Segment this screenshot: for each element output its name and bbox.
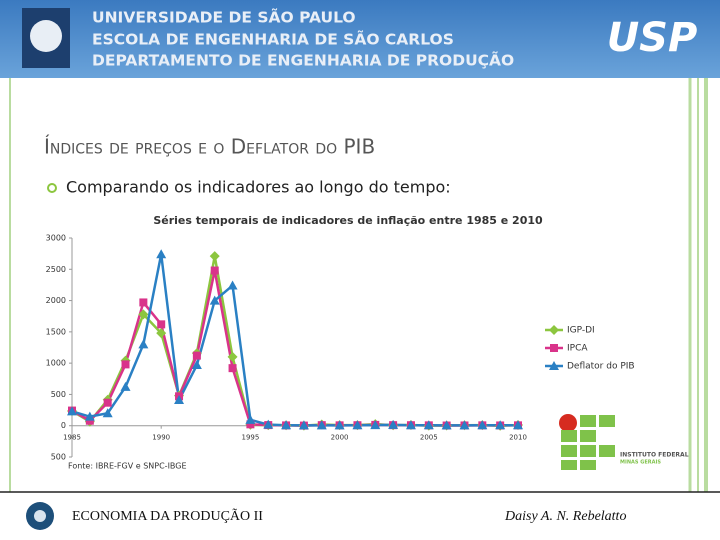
legend-marker (549, 361, 559, 370)
data-point (227, 351, 238, 362)
data-point (246, 420, 255, 429)
data-point (316, 420, 327, 430)
if-logo (559, 414, 615, 470)
data-point (84, 411, 95, 421)
data-point (85, 416, 94, 425)
header-band (0, 0, 720, 78)
data-point (495, 420, 506, 430)
y-tick-label: 500 (51, 390, 66, 399)
data-point (298, 420, 309, 430)
footer-logo (26, 502, 54, 530)
data-point (370, 420, 381, 430)
data-point (103, 398, 112, 407)
data-point (210, 266, 219, 275)
data-point (228, 364, 237, 373)
data-point (192, 351, 201, 360)
x-tick-label: 2005 (420, 434, 438, 442)
data-point (191, 360, 202, 370)
data-point (459, 420, 470, 430)
data-point (423, 420, 434, 430)
series-line (71, 255, 519, 428)
usp-logo: USP (607, 15, 698, 61)
data-point (405, 420, 416, 430)
y-tick-label: 500 (51, 453, 66, 462)
x-tick-label: 1985 (63, 434, 81, 442)
footer-author: Daisy A. N. Rebelatto (504, 509, 626, 524)
x-tick-label: 1990 (152, 434, 170, 442)
legend-label: IPCA (567, 344, 588, 354)
data-point (281, 420, 292, 430)
data-point (156, 249, 167, 259)
data-point (388, 419, 399, 429)
data-point (67, 406, 77, 416)
data-point (263, 419, 274, 429)
footer-course: ECONOMIA DA PRODUÇÃO II (72, 508, 263, 524)
y-tick-label: 1500 (46, 327, 66, 336)
chart-source: Fonte: IBRE-FGV e SNPC-IBGE (68, 462, 187, 471)
left-logo-emblem (30, 20, 62, 52)
data-point (139, 298, 148, 307)
data-point (477, 420, 488, 430)
slide-title: Índices de preços e o Deflator do PIB (44, 135, 375, 159)
data-point (352, 420, 363, 430)
bullet-text: Comparando os indicadores ao longo do te… (66, 178, 451, 197)
data-point (209, 251, 220, 262)
data-point (513, 420, 523, 430)
data-point (245, 414, 256, 424)
series-line (71, 254, 519, 427)
y-tick-label: 3000 (46, 234, 66, 243)
x-tick-label: 2010 (509, 434, 527, 442)
legend-marker (550, 344, 558, 352)
if-logo-text: INSTITUTO FEDERAL (620, 452, 689, 459)
legend-label: IGP-DI (567, 326, 595, 336)
x-tick-label: 1995 (241, 434, 259, 442)
data-point (157, 320, 166, 329)
x-tick-label: 2000 (331, 434, 349, 442)
data-point (209, 295, 220, 305)
data-point (102, 408, 113, 418)
data-point (120, 381, 131, 391)
header-line: UNIVERSIDADE DE SÃO PAULO (92, 8, 356, 27)
data-point (334, 420, 345, 430)
data-point (156, 328, 167, 339)
data-point (227, 280, 238, 290)
data-point (138, 309, 149, 320)
data-point (138, 339, 149, 349)
chart-title: Séries temporais de indicadores de infla… (153, 214, 543, 227)
data-point (174, 395, 185, 405)
data-point (121, 360, 130, 369)
y-tick-label: 2000 (46, 296, 66, 305)
side-stripes (9, 78, 708, 492)
y-tick-label: 2500 (46, 265, 66, 274)
header-line: ESCOLA DE ENGENHARIA DE SÃO CARLOS (92, 30, 454, 49)
y-tick-label: 0 (61, 421, 66, 430)
data-point (441, 420, 452, 430)
legend-marker (549, 325, 559, 335)
y-tick-label: 1000 (46, 359, 66, 368)
header-line: DEPARTAMENTO DE ENGENHARIA DE PRODUÇÃO (92, 51, 514, 70)
bullet-dot (47, 183, 57, 193)
legend-label: Deflator do PIB (567, 362, 635, 372)
if-logo-text: MINAS GERAIS (620, 460, 661, 466)
